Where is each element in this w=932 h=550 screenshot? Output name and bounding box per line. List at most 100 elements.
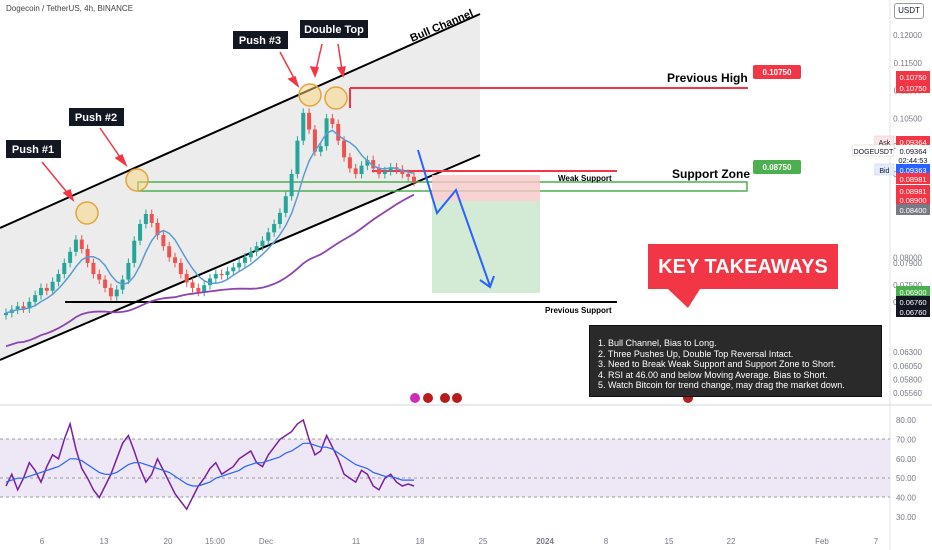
candle-body: [178, 262, 183, 275]
candle-body: [295, 140, 300, 174]
price-tag-label: 0.08900: [899, 196, 926, 205]
candle-body: [91, 262, 96, 275]
double-top-label: Double Top: [304, 24, 364, 36]
event-icon-flag1: [423, 393, 433, 403]
candle-body: [138, 224, 143, 241]
push3-label: Push #3: [239, 35, 281, 47]
time-tick-label: 22: [727, 537, 736, 546]
candle-body: [44, 287, 49, 291]
price-tag-label: 0.08981: [899, 187, 926, 196]
takeaways-box: 1. Bull Channel, Bias to Long. 2. Three …: [589, 325, 882, 397]
price-tag-label: 0.06760: [899, 298, 926, 307]
price-tick-label: 0.05800: [893, 376, 922, 385]
rsi-tick-label: 70.00: [896, 435, 917, 444]
bull-channel-upper: [0, 13, 481, 229]
candle-body: [190, 282, 195, 288]
candle-body: [324, 118, 329, 147]
moving-average-purple: [5, 193, 415, 348]
candle-body: [155, 222, 160, 236]
price-tag-prefix-box: [874, 163, 895, 176]
price-tag-box: [896, 136, 930, 147]
price-tag-box: [896, 185, 930, 196]
candle-body: [79, 239, 84, 250]
candle-body: [330, 118, 335, 124]
price-tick-label: 0.10500: [893, 114, 922, 123]
price-tick-label: 0.05560: [893, 389, 922, 398]
rsi-line: [5, 418, 415, 511]
projection-arrowhead: [479, 275, 495, 289]
candle-body: [97, 274, 102, 280]
rsi-tick-label: 60.00: [896, 455, 917, 464]
candlestick-series: [4, 108, 416, 320]
candle-body: [312, 129, 317, 152]
candle-body: [126, 262, 131, 280]
candle-body: [33, 295, 38, 302]
time-tick-label: 20: [164, 537, 173, 546]
push2-label-box: [69, 108, 124, 126]
currency-button[interactable]: USDT: [894, 3, 924, 19]
price-tag-label: 0.09364: [899, 138, 926, 147]
push3-circle: [298, 83, 322, 107]
rsi-band: [0, 439, 890, 497]
candle-body: [371, 160, 376, 169]
price-tag-box: [896, 306, 930, 317]
candle-body: [400, 169, 405, 174]
time-tick-label: 7: [874, 537, 879, 546]
push-arrows: [41, 43, 346, 203]
price-tick-label: 0.06300: [893, 348, 922, 357]
candle-body: [266, 232, 271, 241]
price-tick-label: 0.07500: [893, 281, 922, 290]
price-tag-box: [896, 286, 930, 297]
price-tag-prefix-box: [852, 144, 895, 157]
candle-body: [184, 274, 189, 283]
bull-channel-fill: [0, 14, 480, 360]
candle-body: [406, 173, 411, 177]
candle-body: [342, 140, 347, 158]
candle-body: [347, 157, 352, 169]
weak-support-label: Weak Support: [558, 174, 612, 183]
price-tags: 0.10750 0.10750 0.09364 Ask 0.09364 DOGEUSDT 0…: [852, 71, 930, 317]
candle-body: [248, 251, 253, 258]
push1-label: Push #1: [12, 144, 54, 156]
rsi-moving-average: [5, 442, 414, 487]
candle-body: [272, 224, 277, 233]
push1-circle: [75, 201, 99, 225]
support-zone-label: Support Zone: [672, 167, 750, 181]
price-tag-label: 02:44:53: [898, 156, 927, 165]
reward-box: [432, 201, 540, 293]
candle-body: [27, 301, 32, 309]
price-tag-box: [896, 164, 930, 175]
time-tick-label: 11: [352, 537, 361, 546]
bull-channel-lower: [0, 154, 481, 361]
candle-body: [289, 173, 294, 197]
candle-body: [254, 246, 259, 252]
candle-body: [301, 112, 306, 141]
candle-body: [196, 287, 201, 292]
moving-average-blue: [5, 129, 415, 314]
candle-body: [231, 267, 236, 272]
candle-body: [412, 176, 416, 182]
previous-high-label: Previous High: [667, 71, 748, 85]
symbol-title: Dogecoin / TetherUS, 4h, BINANCE: [6, 4, 134, 13]
support-zone-tag: 0.08750: [763, 163, 792, 172]
takeaway-3: 3. Need to Break Weak Support and Suppor…: [598, 359, 836, 369]
takeaway-4: 4. RSI at 46.00 and below Moving Average…: [598, 369, 828, 380]
time-tick-label: 15:00: [205, 537, 226, 546]
price-tick-label: 0.11500: [894, 59, 923, 68]
candle-body: [377, 168, 382, 174]
takeaway-1: 1. Bull Channel, Bias to Long.: [598, 338, 717, 348]
candle-body: [38, 287, 43, 296]
price-tag-box: [896, 173, 930, 184]
candle-body: [132, 240, 137, 263]
push1-label-box: [6, 140, 61, 158]
candle-body: [318, 146, 323, 152]
candle-body: [62, 262, 67, 275]
previous-high-tag: 0.10750: [763, 68, 792, 77]
candle-body: [242, 257, 247, 263]
candle-body: [173, 257, 178, 263]
candle-body: [73, 239, 78, 252]
push2-circle: [125, 168, 149, 192]
rsi-tick-label: 80.00: [896, 416, 917, 425]
